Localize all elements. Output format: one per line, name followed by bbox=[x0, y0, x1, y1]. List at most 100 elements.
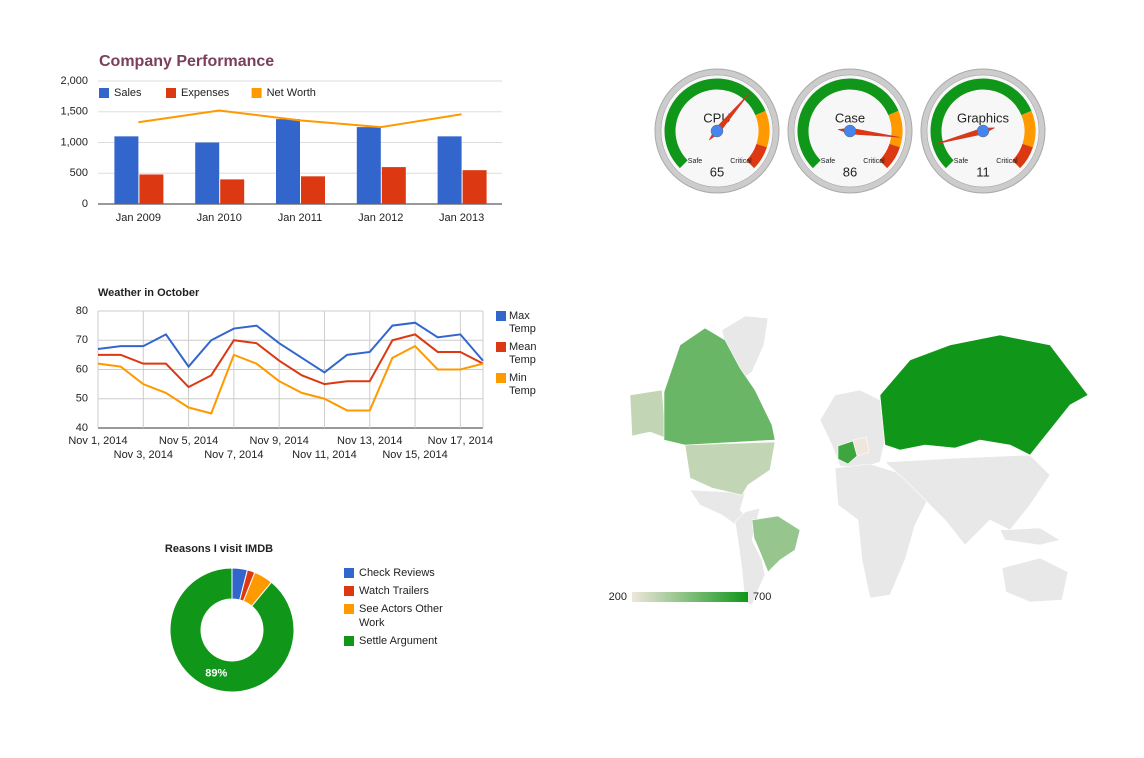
chart-title: Reasons I visit IMDB bbox=[165, 543, 273, 555]
gauge-band bbox=[1012, 143, 1033, 169]
x-tick-label: Nov 9, 2014 bbox=[250, 435, 309, 447]
line bbox=[97, 321, 484, 374]
gauge-value: 11 bbox=[976, 164, 990, 179]
legend-swatch bbox=[344, 636, 354, 646]
gauge-band bbox=[746, 143, 767, 169]
gauge-label: Graphics bbox=[957, 110, 1010, 125]
data-label: 89% bbox=[205, 668, 227, 680]
gauge-tick-label: Safe bbox=[821, 158, 836, 165]
x-tick-label: Jan 2012 bbox=[358, 212, 403, 224]
gauge-hub bbox=[843, 124, 857, 138]
gauge-hub bbox=[976, 124, 990, 138]
color-axis-min: 200 bbox=[609, 591, 627, 603]
x-tick-label: Jan 2010 bbox=[197, 212, 242, 224]
bar bbox=[276, 119, 300, 204]
legend-label: Watch Trailers bbox=[359, 585, 429, 597]
bar bbox=[356, 127, 381, 204]
map-region bbox=[751, 515, 801, 573]
y-tick-label: 1,500 bbox=[60, 106, 88, 118]
x-tick-label: Nov 13, 2014 bbox=[337, 435, 402, 447]
gauge-tick-label: Critical bbox=[730, 158, 752, 165]
gauge-tick-label: Critical bbox=[863, 158, 885, 165]
x-tick-label: Jan 2013 bbox=[439, 212, 484, 224]
world-land bbox=[689, 315, 1069, 606]
islands bbox=[999, 527, 1061, 546]
legend-label: Check Reviews bbox=[359, 567, 435, 579]
y-tick-label: 40 bbox=[76, 422, 88, 434]
gauge-band bbox=[664, 78, 766, 169]
line bbox=[98, 333, 484, 389]
chart-title: Company Performance bbox=[99, 53, 274, 70]
bar bbox=[301, 176, 325, 204]
legend-label: Min Temp bbox=[509, 372, 536, 397]
legend-swatch bbox=[344, 586, 354, 596]
gauge-band bbox=[888, 110, 903, 148]
legend-swatch bbox=[496, 373, 506, 383]
gauge-tick-label: Safe bbox=[688, 158, 703, 165]
chart-title: Weather in October bbox=[98, 287, 200, 299]
gauge-band bbox=[1021, 110, 1036, 148]
map-regions bbox=[629, 327, 1089, 573]
legend-label: Mean Temp bbox=[509, 341, 537, 366]
legend-swatch bbox=[344, 568, 354, 578]
legend-label: Settle Argument bbox=[359, 635, 437, 647]
gauge-tick-label: Safe bbox=[954, 158, 969, 165]
x-tick-label: Nov 3, 2014 bbox=[114, 449, 173, 461]
x-tick-label: Jan 2009 bbox=[116, 212, 161, 224]
bar bbox=[139, 174, 164, 204]
legend-label: Sales bbox=[114, 87, 142, 99]
bar bbox=[462, 170, 487, 204]
asia-south bbox=[884, 454, 1051, 546]
europe bbox=[819, 389, 886, 469]
x-tick-label: Jan 2011 bbox=[278, 212, 322, 224]
legend-swatch bbox=[99, 88, 109, 98]
legend-label: See Actors Other Work bbox=[359, 603, 443, 629]
legend-swatch bbox=[251, 88, 262, 98]
donut-slice bbox=[169, 567, 295, 693]
gauge-tick-label: Critical bbox=[996, 158, 1018, 165]
x-tick-label: Nov 11, 2014 bbox=[292, 449, 357, 461]
bar bbox=[220, 179, 245, 204]
y-tick-label: 70 bbox=[76, 334, 88, 346]
color-axis-max: 700 bbox=[753, 591, 771, 603]
line bbox=[138, 109, 462, 129]
legend-swatch bbox=[496, 342, 506, 352]
legend-swatch bbox=[344, 604, 354, 614]
line bbox=[97, 344, 484, 415]
gauge-hub bbox=[710, 124, 724, 138]
gauge-band bbox=[755, 110, 770, 148]
color-axis bbox=[632, 592, 748, 602]
x-tick-label: Nov 5, 2014 bbox=[159, 435, 218, 447]
x-tick-label: Nov 7, 2014 bbox=[204, 449, 263, 461]
map-region bbox=[879, 334, 1089, 456]
legend-swatch bbox=[166, 88, 176, 98]
australia bbox=[1001, 557, 1069, 603]
gauge-band bbox=[879, 143, 900, 169]
bar bbox=[437, 136, 462, 204]
y-tick-label: 2,000 bbox=[60, 75, 88, 87]
legend-label: Net Worth bbox=[267, 87, 316, 99]
gauge-value: 65 bbox=[710, 164, 724, 179]
bar bbox=[381, 167, 406, 204]
y-tick-label: 500 bbox=[70, 167, 88, 179]
map-region bbox=[663, 327, 776, 446]
map-region bbox=[629, 389, 776, 496]
map-region bbox=[837, 440, 858, 465]
y-tick-label: 60 bbox=[76, 363, 88, 375]
legend-swatch bbox=[496, 311, 506, 321]
gauge-value: 86 bbox=[843, 164, 857, 179]
x-tick-label: Nov 1, 2014 bbox=[68, 435, 127, 447]
x-tick-label: Nov 15, 2014 bbox=[382, 449, 447, 461]
y-tick-label: 0 bbox=[82, 198, 88, 210]
x-tick-label: Nov 17, 2014 bbox=[428, 435, 493, 447]
gauge-label: Case bbox=[835, 110, 865, 125]
legend-label: Max Temp bbox=[509, 310, 536, 335]
y-tick-label: 80 bbox=[76, 305, 88, 317]
y-tick-label: 50 bbox=[76, 393, 88, 405]
bar bbox=[114, 136, 139, 204]
y-tick-label: 1,000 bbox=[60, 136, 88, 148]
gauge-band bbox=[797, 78, 899, 169]
bar bbox=[195, 142, 220, 204]
